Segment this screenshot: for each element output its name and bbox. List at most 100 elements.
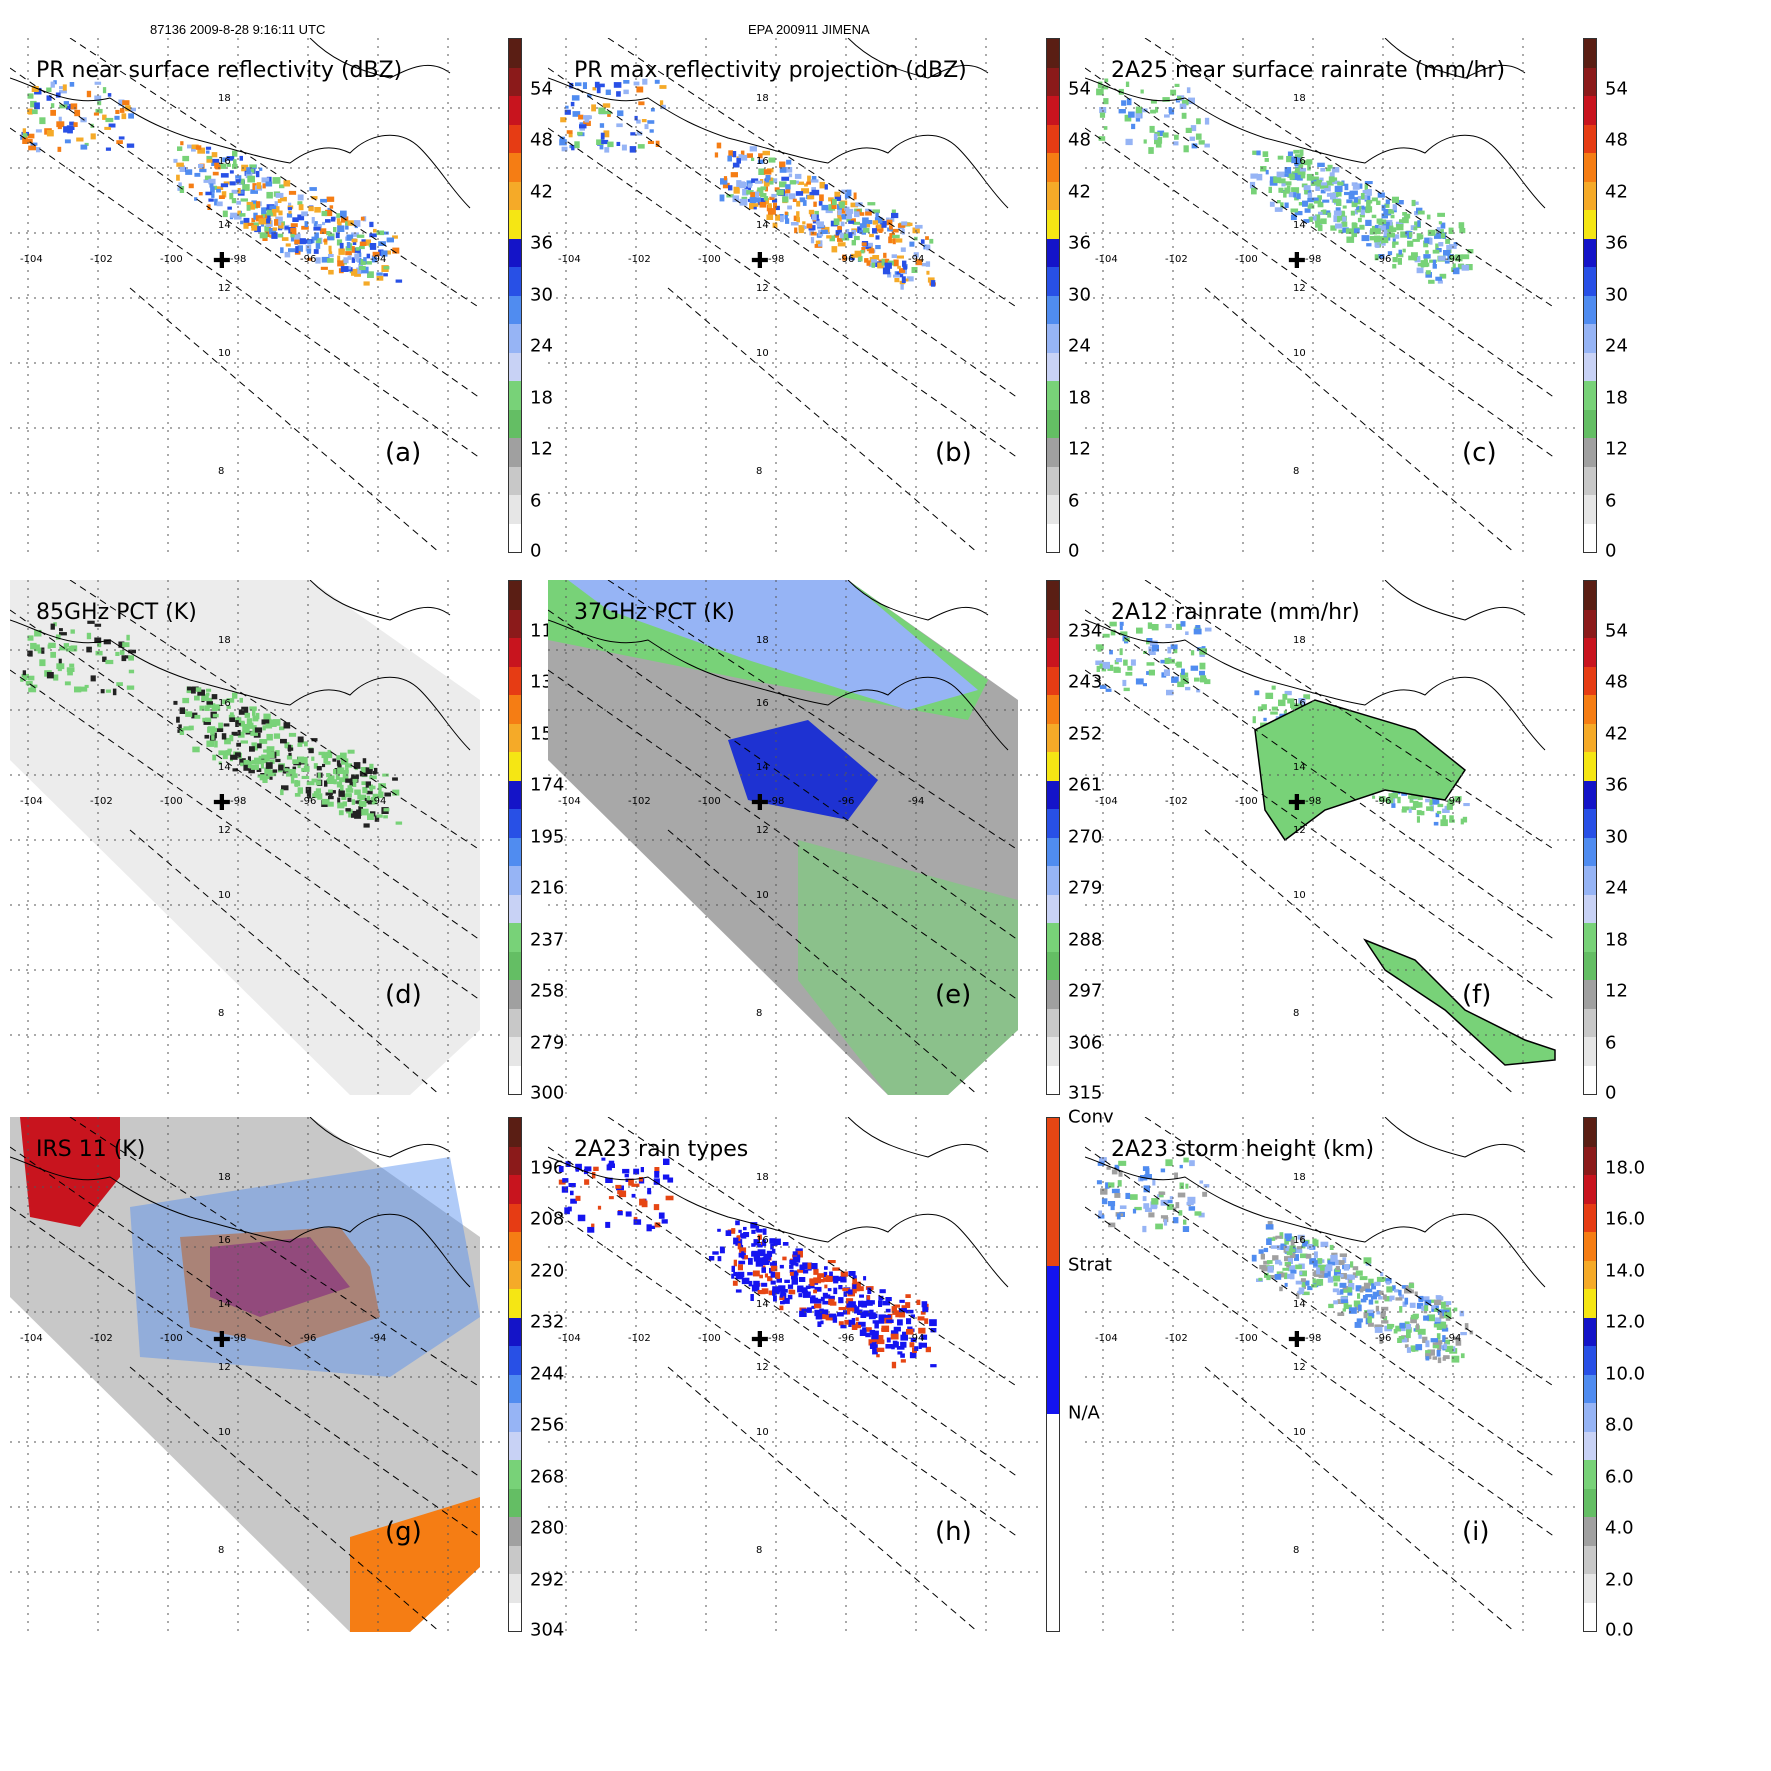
precip-pixel xyxy=(765,175,771,181)
precip-pixel xyxy=(1271,685,1276,690)
precip-pixel xyxy=(242,726,250,733)
precip-pixel xyxy=(1320,218,1327,225)
precip-pixel xyxy=(211,694,218,700)
precip-pixel xyxy=(1365,1288,1373,1293)
precip-pixel xyxy=(199,168,207,173)
precip-pixel xyxy=(1287,151,1293,157)
precip-pixel xyxy=(355,247,360,251)
precip-pixel xyxy=(1101,667,1107,672)
colorbar-segment xyxy=(1047,39,1059,68)
precip-pixel xyxy=(1365,206,1373,213)
precip-pixel xyxy=(1276,171,1285,178)
precip-pixel xyxy=(921,262,928,267)
precip-pixel xyxy=(878,1295,884,1301)
precip-pixel xyxy=(58,658,62,666)
precip-pixel xyxy=(1291,156,1299,164)
lat-label: 14 xyxy=(1293,762,1306,773)
colorbar-tick-label: 306 xyxy=(1068,1032,1103,1054)
precip-pixel xyxy=(1284,167,1292,174)
precip-pixel xyxy=(839,232,844,239)
precip-pixel xyxy=(220,173,229,178)
precip-pixel xyxy=(1349,190,1356,195)
precip-pixel xyxy=(122,100,130,106)
precip-pixel xyxy=(815,240,821,244)
precip-pixel xyxy=(275,750,280,757)
colorbar-segment xyxy=(1047,295,1059,324)
precip-pixel xyxy=(272,227,278,231)
lon-label: -102 xyxy=(1165,1333,1188,1344)
precip-pixel xyxy=(828,1298,835,1305)
precip-pixel xyxy=(758,153,763,159)
precip-pixel xyxy=(211,703,216,708)
lat-label: 16 xyxy=(756,1235,769,1246)
precip-pixel xyxy=(848,1319,855,1325)
precip-pixel xyxy=(1437,1357,1442,1364)
lat-label: 8 xyxy=(218,1545,225,1556)
precip-pixel xyxy=(757,1290,766,1295)
precip-pixel xyxy=(1256,150,1261,156)
precip-pixel xyxy=(125,105,131,112)
precip-pixel xyxy=(1155,1223,1163,1230)
map-svg xyxy=(10,580,500,1095)
precip-pixel xyxy=(1304,208,1311,213)
precip-pixel xyxy=(1464,1323,1469,1330)
precip-pixel xyxy=(1327,1276,1334,1283)
colorbar-segment xyxy=(1584,609,1596,638)
precip-pixel xyxy=(922,1307,929,1313)
precip-pixel xyxy=(383,815,388,819)
precip-pixel xyxy=(325,761,331,765)
precip-pixel xyxy=(562,1178,569,1183)
precip-pixel xyxy=(356,234,365,238)
precip-pixel xyxy=(885,1344,893,1349)
precip-pixel xyxy=(279,184,285,189)
precip-pixel xyxy=(233,159,237,166)
precip-pixel xyxy=(1386,1281,1391,1285)
precip-pixel xyxy=(345,763,353,768)
precip-pixel xyxy=(55,634,61,640)
lat-label: 12 xyxy=(1293,825,1306,836)
precip-pixel xyxy=(1290,208,1299,213)
precip-pixel xyxy=(752,1270,760,1277)
precip-pixel xyxy=(732,195,740,203)
precip-pixel xyxy=(1303,219,1310,223)
precip-pixel xyxy=(871,262,875,268)
precip-pixel xyxy=(1195,133,1202,140)
precip-pixel xyxy=(757,187,764,193)
precip-pixel xyxy=(1123,687,1130,692)
precip-pixel xyxy=(34,102,40,110)
precip-pixel xyxy=(252,744,258,751)
precip-pixel xyxy=(337,221,342,228)
precip-pixel xyxy=(1368,1278,1374,1286)
precip-pixel xyxy=(884,262,892,269)
precip-pixel xyxy=(381,250,388,257)
precip-pixel xyxy=(1119,648,1123,656)
lat-label: 12 xyxy=(1293,283,1306,294)
precip-pixel xyxy=(328,254,334,258)
precip-pixel xyxy=(1397,796,1401,804)
header-storm-id: EPA 200911 JIMENA xyxy=(748,22,870,37)
precip-pixel xyxy=(1357,1293,1361,1299)
precip-pixel xyxy=(280,738,287,744)
precip-pixel xyxy=(807,195,815,200)
lat-label: 14 xyxy=(756,220,769,231)
precip-pixel xyxy=(875,245,881,250)
precip-pixel xyxy=(204,734,210,739)
precip-pixel xyxy=(125,655,130,659)
precip-pixel xyxy=(1142,683,1147,687)
lon-label: -94 xyxy=(908,254,925,265)
precip-pixel xyxy=(1288,1265,1296,1272)
precip-pixel xyxy=(1150,109,1157,114)
precip-pixel xyxy=(795,180,799,184)
colorbar-segment xyxy=(1047,951,1059,980)
precip-pixel xyxy=(1101,85,1109,90)
precip-pixel xyxy=(1185,127,1192,133)
colorbar-segment xyxy=(1584,1460,1596,1489)
colorbar-segment xyxy=(1047,153,1059,182)
precip-pixel xyxy=(736,180,742,187)
precip-pixel xyxy=(1432,1344,1440,1349)
swath-edge-line xyxy=(10,127,481,459)
precip-pixel xyxy=(1356,205,1360,210)
precip-pixel xyxy=(848,1301,856,1306)
precip-pixel xyxy=(661,104,666,110)
precip-pixel xyxy=(1325,1264,1333,1272)
